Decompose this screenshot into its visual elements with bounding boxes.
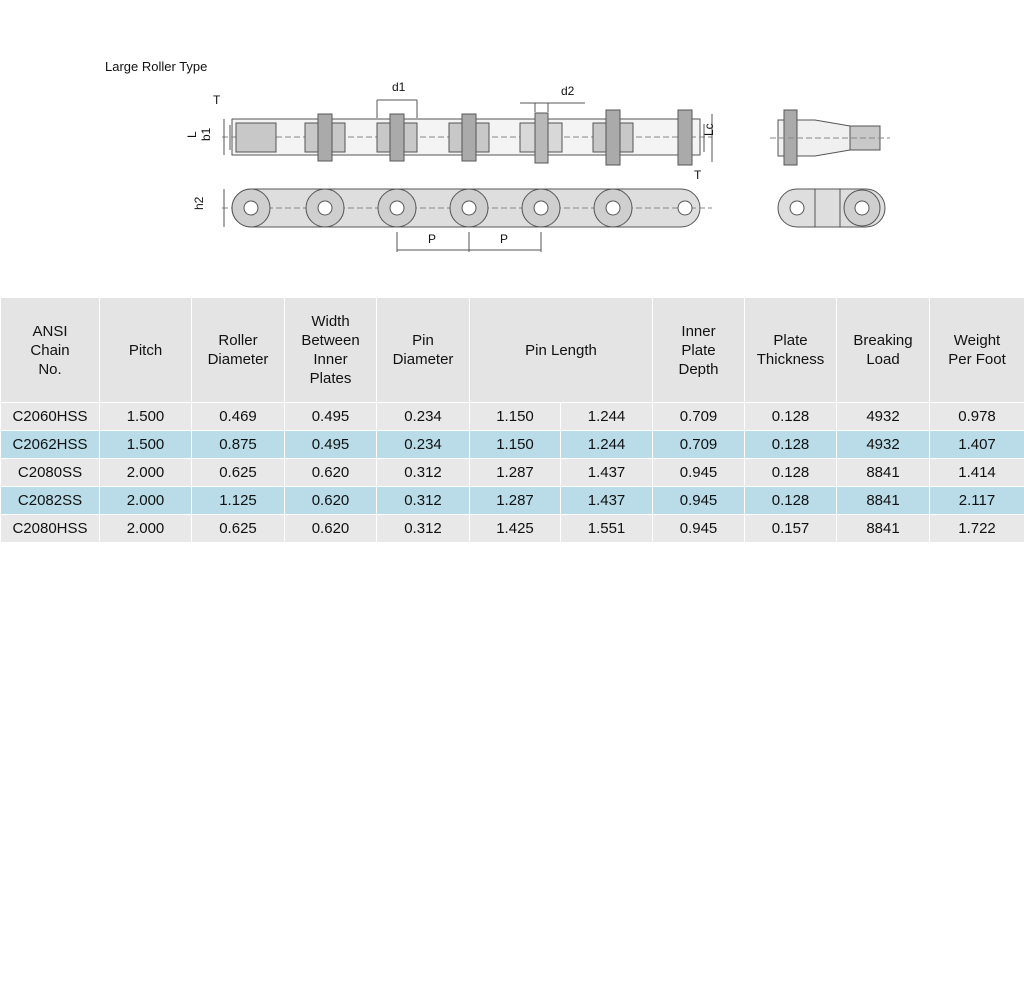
table-cell: 1.437 xyxy=(559,458,654,487)
table-cell: 0.234 xyxy=(376,430,470,459)
table-cell: 1.125 xyxy=(191,486,285,515)
table-cell: 0.312 xyxy=(376,514,470,543)
table-cell: 0.234 xyxy=(376,402,470,431)
table-cell: 0.128 xyxy=(744,486,838,515)
table-cell: 0.128 xyxy=(744,402,838,431)
table-cell: 0.128 xyxy=(744,458,838,487)
table-cell: C2060HSS xyxy=(0,402,100,431)
table-cell: 2.117 xyxy=(929,486,1024,515)
table-cell: 8841 xyxy=(836,514,931,543)
dimension-label: Lc xyxy=(702,123,716,136)
dimension-label: b1 xyxy=(199,127,213,141)
column-header: Pin Length xyxy=(468,297,654,403)
column-header: Roller Diameter xyxy=(191,297,285,403)
table-cell: 1.437 xyxy=(559,486,654,515)
table-cell: 0.495 xyxy=(284,402,377,431)
column-header: Breaking Load xyxy=(836,297,931,403)
dimension-label: P xyxy=(500,232,508,246)
table-cell: 0.620 xyxy=(284,458,377,487)
header-row: ANSI Chain No. Pitch Roller Diameter Width … xyxy=(0,297,1024,403)
table-cell: C2082SS xyxy=(0,486,100,515)
table-cell: 1.551 xyxy=(559,514,654,543)
table-body: C2060HSS 1.500 0.469 0.495 0.234 1.150 1.244 0.… xyxy=(0,402,1024,543)
table-cell: 1.287 xyxy=(469,458,561,487)
table-cell: 1.500 xyxy=(99,402,192,431)
dimension-label: d1 xyxy=(392,80,406,94)
column-header: Weight Per Foot xyxy=(929,297,1024,403)
end-views xyxy=(770,109,890,228)
table-cell: 1.287 xyxy=(469,486,561,515)
dimension-label: L xyxy=(185,131,199,138)
table-cell: 0.312 xyxy=(376,486,470,515)
table-row: C2060HSS 1.500 0.469 0.495 0.234 1.150 1.244 0.… xyxy=(0,402,1024,431)
table-row: C2080HSS 2.000 0.625 0.620 0.312 1.425 1.551 0.… xyxy=(0,514,1024,543)
table-cell: 4932 xyxy=(836,430,931,459)
table-row: C2062HSS 1.500 0.875 0.495 0.234 1.150 1.244 0.… xyxy=(0,430,1024,459)
table-cell: 1.500 xyxy=(99,430,192,459)
table-cell: 2.000 xyxy=(99,486,192,515)
top-view xyxy=(222,99,713,166)
table-cell: 0.709 xyxy=(652,430,746,459)
table-cell: 0.945 xyxy=(652,514,746,543)
column-header: Plate Thickness xyxy=(744,297,838,403)
table-cell: 0.469 xyxy=(191,402,285,431)
chain-diagram: T L b1 d1 d2 Lc Th2 P P xyxy=(185,80,890,252)
table-cell: 2.000 xyxy=(99,514,192,543)
table-cell: 0.312 xyxy=(376,458,470,487)
table-cell: C2062HSS xyxy=(0,430,100,459)
table-cell: 0.157 xyxy=(744,514,838,543)
table-cell: 4932 xyxy=(836,402,931,431)
dimension-label: T xyxy=(694,168,702,182)
table-cell: 8841 xyxy=(836,486,931,515)
dimension-label: P xyxy=(428,232,436,246)
table-row: C2082SS 2.000 1.125 0.620 0.312 1.287 1.437 0.9… xyxy=(0,486,1024,515)
dimension-label: T xyxy=(213,93,221,107)
table-cell: 0.495 xyxy=(284,430,377,459)
table-cell: 1.150 xyxy=(469,430,561,459)
dimension-label: h2 xyxy=(192,196,206,210)
column-header: Pitch xyxy=(99,297,192,403)
table-cell: C2080HSS xyxy=(0,514,100,543)
section-title: Large Roller Type xyxy=(105,59,208,74)
table-cell: 0.128 xyxy=(744,430,838,459)
table-cell: C2080SS xyxy=(0,458,100,487)
table-cell: 0.945 xyxy=(652,458,746,487)
table-cell: 0.709 xyxy=(652,402,746,431)
column-header: Width Between Inner Plates xyxy=(284,297,377,403)
table-cell: 1.150 xyxy=(469,402,561,431)
side-view xyxy=(222,188,712,252)
table-cell: 0.620 xyxy=(284,514,377,543)
table-cell: 0.945 xyxy=(652,486,746,515)
table-cell: 0.625 xyxy=(191,458,285,487)
table-cell: 1.244 xyxy=(559,430,654,459)
table-cell: 0.620 xyxy=(284,486,377,515)
dimension-label: d2 xyxy=(561,84,575,98)
table-cell: 1.425 xyxy=(469,514,561,543)
table-row: C2080SS 2.000 0.625 0.620 0.312 1.287 1.437 0.9… xyxy=(0,458,1024,487)
table-cell: 2.000 xyxy=(99,458,192,487)
table-cell: 1.722 xyxy=(929,514,1024,543)
column-header: ANSI Chain No. xyxy=(0,297,100,403)
column-header: Pin Diameter xyxy=(376,297,470,403)
column-header: Inner Plate Depth xyxy=(652,297,746,403)
table-cell: 1.244 xyxy=(559,402,654,431)
table-cell: 0.625 xyxy=(191,514,285,543)
table-cell: 1.407 xyxy=(929,430,1024,459)
table-cell: 0.978 xyxy=(929,402,1024,431)
spec-table: ANSI Chain No. Pitch Roller Diameter Width … xyxy=(0,297,1024,543)
table-cell: 8841 xyxy=(836,458,931,487)
table-cell: 0.875 xyxy=(191,430,285,459)
table-cell: 1.414 xyxy=(929,458,1024,487)
